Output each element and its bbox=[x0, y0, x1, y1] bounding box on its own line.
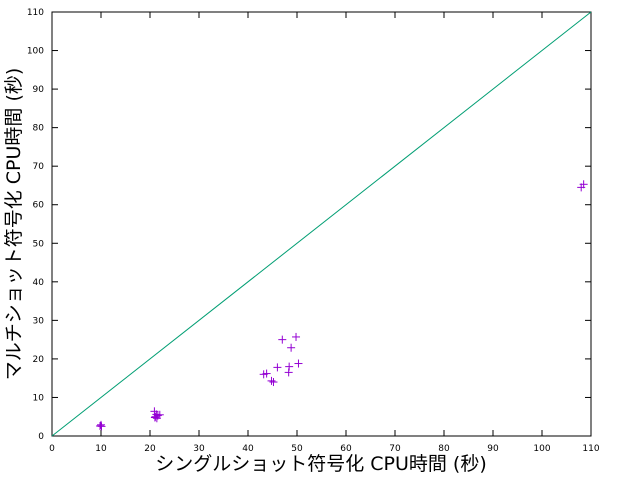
y-tick-label: 90 bbox=[33, 85, 45, 95]
data-point bbox=[273, 363, 282, 372]
reference-line-group bbox=[51, 11, 592, 437]
y-tick-label: 0 bbox=[38, 432, 44, 442]
data-points bbox=[96, 180, 588, 431]
x-tick-label: 90 bbox=[487, 444, 499, 454]
data-point bbox=[285, 362, 294, 371]
axis-ticks: 0 10 20 30 40 50 60 70 80 90 100 110 0 10 20 30 40 50 60 70… bbox=[27, 8, 600, 454]
y-tick-label: 10 bbox=[33, 393, 45, 403]
x-tick-label: 50 bbox=[291, 444, 303, 454]
data-point bbox=[294, 359, 303, 368]
x-tick-label: 100 bbox=[533, 444, 550, 454]
x-tick-label: 0 bbox=[49, 444, 55, 454]
y-tick-label: 20 bbox=[33, 355, 45, 365]
y-tick-label: 100 bbox=[27, 47, 44, 57]
data-point bbox=[267, 376, 276, 385]
x-tick-label: 70 bbox=[389, 444, 401, 454]
data-point bbox=[278, 335, 287, 344]
data-point bbox=[292, 332, 301, 341]
x-tick-label: 20 bbox=[144, 444, 156, 454]
y-tick-label: 80 bbox=[33, 124, 45, 134]
y-tick-label: 40 bbox=[33, 278, 45, 288]
x-tick-label: 80 bbox=[438, 444, 450, 454]
y-tick-label: 110 bbox=[27, 8, 44, 18]
data-point bbox=[287, 343, 296, 352]
x-tick-label: 30 bbox=[193, 444, 205, 454]
data-point bbox=[269, 378, 278, 387]
x-tick-label: 40 bbox=[242, 444, 254, 454]
y-tick-label: 60 bbox=[33, 201, 45, 211]
data-point bbox=[97, 422, 106, 431]
y-tick-label: 70 bbox=[33, 162, 45, 172]
data-point bbox=[152, 414, 161, 423]
y-tick-label: 30 bbox=[33, 316, 45, 326]
y-tick-label: 50 bbox=[33, 239, 45, 249]
x-tick-label: 110 bbox=[582, 444, 599, 454]
plot-frame bbox=[51, 11, 592, 437]
reference-line bbox=[51, 11, 592, 437]
x-axis-title: シングルショット符号化 CPU時間 (秒) bbox=[155, 453, 487, 475]
data-point bbox=[262, 369, 271, 378]
y-axis-title: マルチショット符号化 CPU時間 (秒) bbox=[3, 68, 25, 381]
x-tick-label: 10 bbox=[95, 444, 107, 454]
x-tick-label: 60 bbox=[340, 444, 352, 454]
data-point bbox=[579, 180, 588, 189]
